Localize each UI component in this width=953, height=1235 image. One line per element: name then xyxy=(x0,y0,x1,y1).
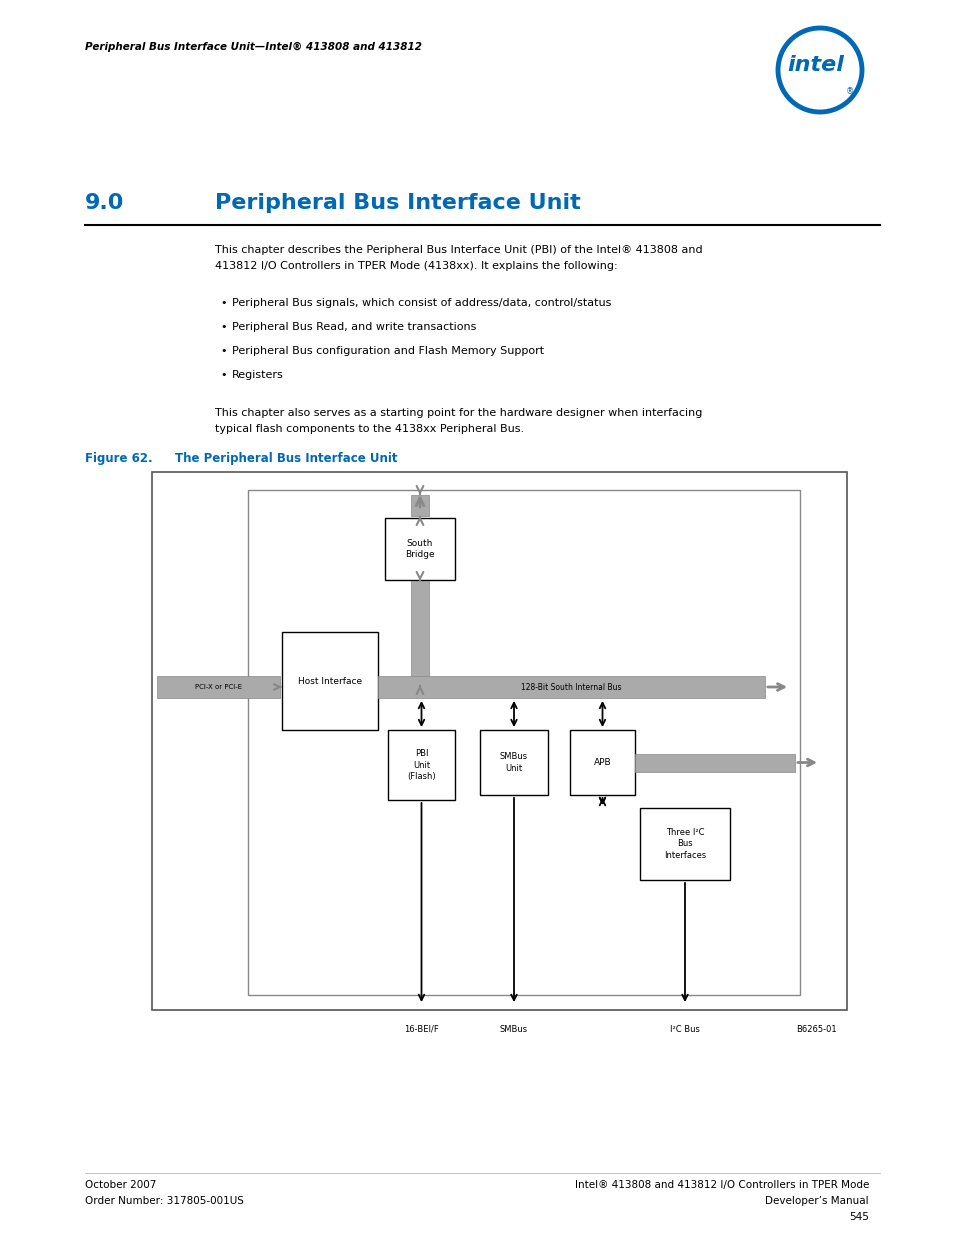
Text: PCI-X or PCI-E: PCI-X or PCI-E xyxy=(194,684,242,690)
Text: intel: intel xyxy=(787,56,843,75)
Text: SMBus: SMBus xyxy=(499,1025,528,1034)
Bar xyxy=(157,676,280,698)
Text: Peripheral Bus Interface Unit: Peripheral Bus Interface Unit xyxy=(214,193,580,212)
Text: Peripheral Bus configuration and Flash Memory Support: Peripheral Bus configuration and Flash M… xyxy=(232,346,543,356)
Text: 545: 545 xyxy=(848,1212,868,1221)
Text: 128-Bit South Internal Bus: 128-Bit South Internal Bus xyxy=(520,683,621,692)
Text: •: • xyxy=(220,370,226,380)
Text: 9.0: 9.0 xyxy=(85,193,124,212)
Bar xyxy=(388,730,455,800)
Bar xyxy=(385,517,455,580)
Bar xyxy=(248,490,800,995)
Text: South
Bridge: South Bridge xyxy=(405,538,435,559)
Bar xyxy=(635,753,794,772)
Bar xyxy=(377,676,764,698)
Text: Registers: Registers xyxy=(232,370,283,380)
Bar xyxy=(282,632,377,730)
Bar xyxy=(152,472,846,1010)
Text: Peripheral Bus signals, which consist of address/data, control/status: Peripheral Bus signals, which consist of… xyxy=(232,298,611,308)
Text: ®: ® xyxy=(845,88,853,96)
Text: 16-BEI/F: 16-BEI/F xyxy=(404,1025,438,1034)
Text: Order Number: 317805-001US: Order Number: 317805-001US xyxy=(85,1195,244,1207)
Text: This chapter also serves as a starting point for the hardware designer when inte: This chapter also serves as a starting p… xyxy=(214,408,701,417)
Text: APB: APB xyxy=(593,758,611,767)
Text: B6265-01: B6265-01 xyxy=(796,1025,836,1034)
Text: 413812 I/O Controllers in TPER Mode (4138xx). It explains the following:: 413812 I/O Controllers in TPER Mode (413… xyxy=(214,261,617,270)
Bar xyxy=(411,495,429,516)
Text: October 2007: October 2007 xyxy=(85,1179,156,1191)
Text: Host Interface: Host Interface xyxy=(297,677,362,685)
Text: Peripheral Bus Read, and write transactions: Peripheral Bus Read, and write transacti… xyxy=(232,322,476,332)
Text: I²C Bus: I²C Bus xyxy=(669,1025,700,1034)
Bar xyxy=(639,808,729,881)
Text: •: • xyxy=(220,298,226,308)
Text: Figure 62.: Figure 62. xyxy=(85,452,152,466)
Bar xyxy=(479,730,547,795)
Text: The Peripheral Bus Interface Unit: The Peripheral Bus Interface Unit xyxy=(174,452,397,466)
Text: Developer’s Manual: Developer’s Manual xyxy=(764,1195,868,1207)
Bar xyxy=(411,580,429,685)
Text: Three I²C
Bus
Interfaces: Three I²C Bus Interfaces xyxy=(663,829,705,860)
Text: •: • xyxy=(220,346,226,356)
Text: Peripheral Bus Interface Unit—Intel® 413808 and 413812: Peripheral Bus Interface Unit—Intel® 413… xyxy=(85,42,421,52)
Text: Intel® 413808 and 413812 I/O Controllers in TPER Mode: Intel® 413808 and 413812 I/O Controllers… xyxy=(574,1179,868,1191)
Text: SMBus
Unit: SMBus Unit xyxy=(499,752,528,773)
Bar xyxy=(569,730,635,795)
Text: PBI
Unit
(Flash): PBI Unit (Flash) xyxy=(407,750,436,781)
Text: This chapter describes the Peripheral Bus Interface Unit (PBI) of the Intel® 413: This chapter describes the Peripheral Bu… xyxy=(214,245,702,254)
Text: typical flash components to the 4138xx Peripheral Bus.: typical flash components to the 4138xx P… xyxy=(214,424,523,433)
Text: •: • xyxy=(220,322,226,332)
